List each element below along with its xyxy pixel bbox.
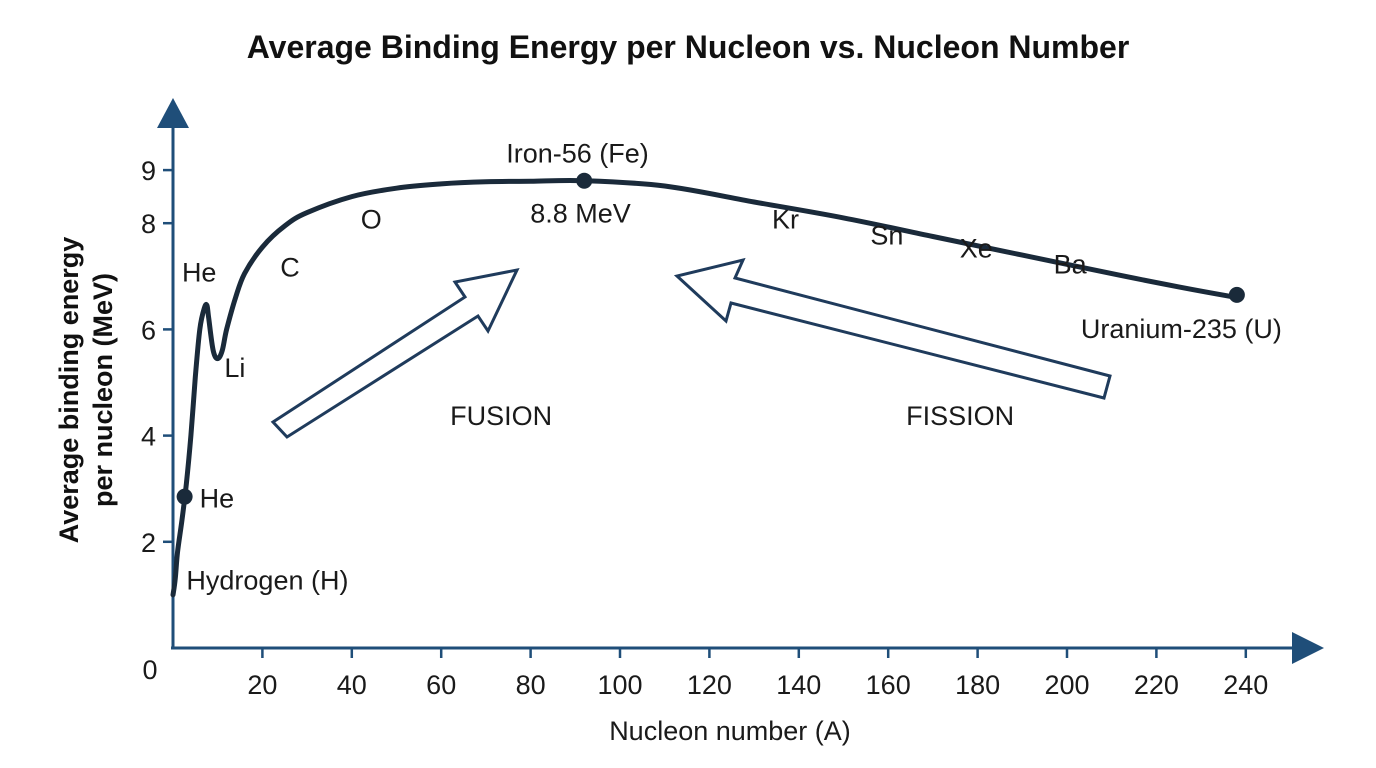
annotation-hydrogen-h: Hydrogen (H)	[186, 566, 348, 596]
point-label-iron: Iron-56 (Fe)	[506, 139, 649, 169]
annotation-fusion: FUSION	[450, 401, 552, 431]
fission-arrow-shape	[673, 257, 1112, 400]
y-axis-arrowhead	[157, 98, 189, 128]
x-tick-label: 60	[426, 670, 456, 700]
y-ticks: 2 4 6 8 9	[141, 156, 173, 558]
data-point	[176, 488, 193, 505]
annotation-c: C	[280, 252, 300, 282]
fusion-arrow-shape	[270, 267, 520, 439]
y-axis-label-line1: Average binding energy	[54, 237, 84, 544]
y-tick-label: 8	[141, 209, 156, 239]
point-label-iron-energy: 8.8 MeV	[530, 199, 631, 229]
x-tick-label: 100	[597, 670, 642, 700]
origin-label: 0	[142, 655, 157, 685]
x-tick-label: 180	[955, 670, 1000, 700]
fission-arrow	[673, 257, 1112, 400]
annotation-he: He	[182, 258, 217, 288]
x-ticks: 20 40 60 80 100 120 140 160 180 200 220 240	[247, 648, 1268, 700]
y-axis-label-line2: per nucleon (MeV)	[88, 273, 118, 507]
y-axis-label: Average binding energy per nucleon (MeV)	[54, 237, 118, 544]
element-annotations: Hydrogen (H) He Li C O Kr Sn Xe Ba FUSION FISSION	[182, 205, 1088, 596]
annotation-o: O	[361, 205, 382, 235]
annotation-sn: Sn	[870, 220, 903, 250]
x-tick-label: 140	[776, 670, 821, 700]
fusion-arrow	[270, 267, 520, 439]
data-point	[1228, 286, 1245, 303]
x-tick-label: 240	[1223, 670, 1268, 700]
x-tick-label: 20	[247, 670, 277, 700]
chart-title: Average Binding Energy per Nucleon vs. N…	[247, 29, 1130, 65]
x-axis-arrowhead	[1292, 632, 1324, 664]
annotation-kr: Kr	[772, 205, 799, 235]
y-tick-label: 6	[141, 315, 156, 345]
point-label-he-low: He	[200, 484, 235, 514]
x-tick-label: 80	[516, 670, 546, 700]
annotation-xe: Xe	[960, 234, 993, 264]
highlighted-points: He Iron-56 (Fe) 8.8 MeV Uranium-235 (U)	[176, 139, 1282, 514]
annotation-ba: Ba	[1054, 250, 1088, 280]
y-tick-label: 2	[141, 528, 156, 558]
x-tick-label: 160	[866, 670, 911, 700]
y-tick-label: 9	[141, 156, 156, 186]
axes	[157, 98, 1324, 664]
data-point	[576, 172, 593, 189]
x-tick-label: 40	[337, 670, 367, 700]
x-axis-label: Nucleon number (A)	[609, 716, 851, 746]
x-tick-label: 220	[1134, 670, 1179, 700]
point-label-uranium: Uranium-235 (U)	[1081, 314, 1282, 344]
x-tick-label: 120	[687, 670, 732, 700]
annotation-li: Li	[224, 353, 245, 383]
y-tick-label: 4	[141, 422, 156, 452]
annotation-fission: FISSION	[906, 401, 1014, 431]
binding-energy-curve	[170, 177, 1240, 598]
x-tick-label: 200	[1044, 670, 1089, 700]
